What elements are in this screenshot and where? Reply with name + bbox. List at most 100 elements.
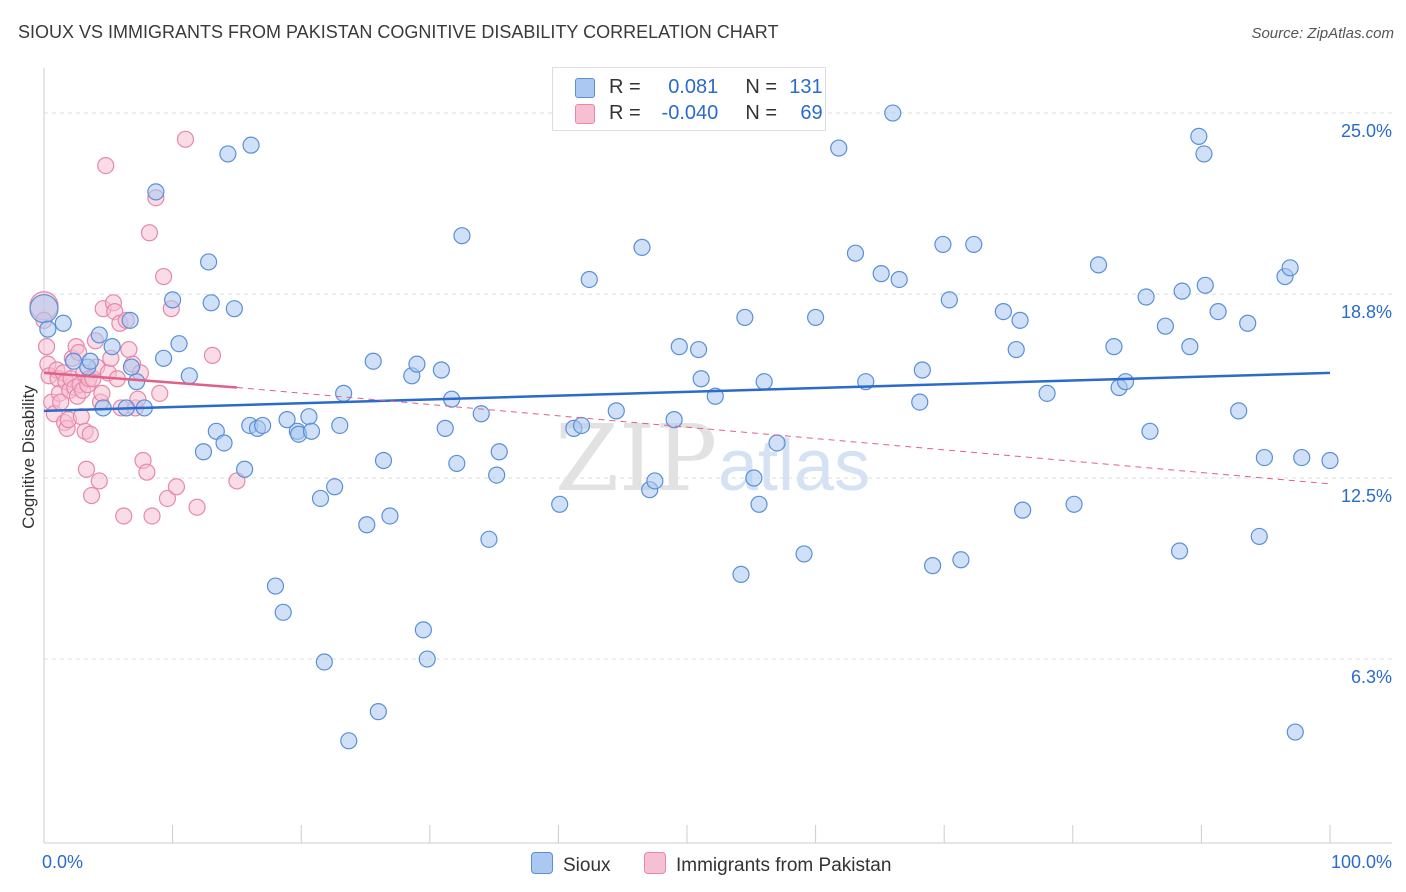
data-point (77, 460, 96, 478)
data-point (607, 402, 625, 420)
data-point (965, 235, 983, 254)
data-point (830, 139, 848, 157)
data-point (795, 545, 813, 563)
legend-n-value: 69 (800, 102, 823, 124)
data-point (1196, 276, 1214, 294)
data-point (364, 352, 382, 370)
data-point (940, 291, 958, 309)
data-point (646, 472, 664, 490)
data-point (1286, 723, 1304, 741)
data-point (755, 373, 773, 391)
data-point (1250, 527, 1268, 546)
data-point (1141, 422, 1159, 440)
data-point (436, 419, 454, 437)
axes (43, 68, 1392, 844)
data-point (82, 486, 101, 505)
data-point (176, 130, 195, 148)
data-point (215, 434, 233, 452)
data-point (1105, 338, 1123, 356)
data-point (994, 302, 1012, 321)
chart-title: SIOUX VS IMMIGRANTS FROM PAKISTAN COGNIT… (18, 22, 779, 42)
data-point (1089, 256, 1108, 274)
data-point (480, 530, 498, 548)
legend-r-label: R = (609, 76, 641, 98)
data-point (488, 466, 506, 484)
data-point (127, 373, 146, 391)
data-point (448, 454, 466, 473)
data-point (913, 361, 931, 379)
data-point (151, 384, 169, 402)
data-point (750, 495, 768, 513)
x-tick-label-min: 0.0% (42, 852, 84, 872)
data-point (335, 384, 353, 402)
stats-legend: R = 0.081 N = 131 R = -0.040 N = 69 (552, 67, 826, 131)
data-point (90, 472, 108, 490)
data-point (194, 443, 213, 461)
data-point (732, 565, 750, 583)
data-point (1209, 302, 1227, 321)
data-point (331, 416, 349, 435)
data-point (490, 443, 508, 461)
y-tick-labels: 6.3% 12.5% 18.8% 25.0% (1341, 121, 1392, 687)
legend-n-value: 131 (789, 76, 823, 98)
data-point (1038, 384, 1056, 402)
data-point (358, 516, 376, 534)
data-point (1190, 127, 1208, 145)
data-point (432, 361, 450, 379)
data-point (572, 416, 591, 435)
data-point (188, 498, 206, 516)
legend-swatch-pakistan (575, 104, 595, 124)
pakistan-trend-line (43, 371, 237, 389)
data-point (203, 346, 222, 364)
data-point (202, 294, 220, 312)
data-point (890, 270, 908, 289)
y-axis-label: Cognitive Disability (19, 385, 38, 529)
data-point (167, 478, 186, 496)
data-point (1181, 338, 1199, 356)
data-point (138, 463, 156, 481)
data-point (39, 320, 57, 338)
data-point (1011, 311, 1029, 329)
data-point (1170, 542, 1189, 560)
data-point (952, 551, 970, 569)
pakistan-trend-extension (236, 387, 1331, 485)
data-point (170, 335, 188, 353)
legend-text-sioux: R = 0.081 N = 131 (609, 76, 823, 99)
data-point (120, 340, 138, 359)
legend-n-label: N = (745, 102, 778, 124)
data-point (911, 393, 929, 411)
data-point (1281, 259, 1299, 277)
data-point (225, 300, 243, 318)
data-point (242, 136, 260, 154)
data-point (103, 338, 121, 356)
bottom-legend-label-pakistan: Immigrants from Pakistan (676, 855, 892, 876)
data-point (1156, 317, 1174, 335)
data-point (90, 326, 108, 344)
y-tick-label: 6.3% (1351, 667, 1392, 687)
data-point (154, 349, 173, 367)
data-point (872, 265, 890, 283)
data-point (408, 355, 426, 373)
data-point (143, 507, 161, 525)
watermark-atlas: atlas (718, 426, 870, 506)
data-point (1293, 448, 1311, 467)
data-point (81, 425, 99, 443)
data-point (326, 478, 344, 496)
y-tick-label: 12.5% (1341, 486, 1392, 506)
data-point (122, 358, 141, 376)
data-point (29, 294, 59, 324)
data-point (315, 653, 333, 671)
y-tick-label: 25.0% (1341, 121, 1392, 141)
data-point (768, 434, 786, 452)
data-point (736, 308, 754, 327)
data-point (806, 308, 825, 327)
watermark: ZIP atlas (555, 405, 870, 512)
bottom-legend-pakistan: Immigrants from Pakistan (644, 852, 891, 877)
data-point (266, 577, 285, 595)
bottom-legend-label-sioux: Sioux (563, 855, 611, 876)
data-point (846, 244, 865, 262)
data-point (278, 411, 296, 429)
data-point (54, 314, 72, 332)
data-point (692, 370, 710, 388)
data-point (1239, 314, 1257, 332)
